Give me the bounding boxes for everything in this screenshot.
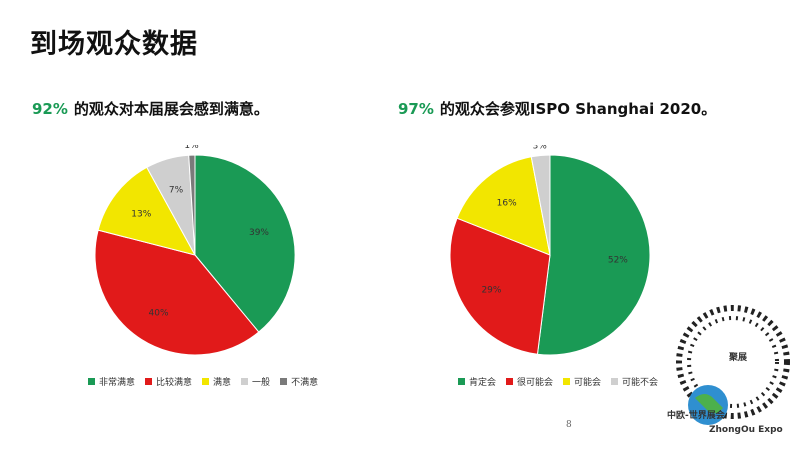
left-chart-heading-text: 的观众对本届展会感到满意。 (73, 100, 269, 118)
satisfaction-legend-swatch (88, 378, 95, 385)
watermark-line-3: ZhongOu Expo (709, 425, 783, 435)
satisfaction-slice-label: 40% (149, 308, 169, 318)
revisit-pie-chart: 52% 29% 16% 3% (449, 145, 651, 356)
watermark-line-1: 聚展 (728, 352, 747, 363)
satisfaction-slice-label: 39% (249, 228, 269, 238)
right-chart-heading-percent: 97% (398, 100, 434, 118)
satisfaction-slice-label: 13% (131, 209, 151, 219)
slide-title: 到场观众数据 (30, 29, 198, 60)
revisit-legend-swatch (563, 378, 571, 385)
satisfaction-slice (188, 154, 196, 256)
satisfaction-legend-swatch (202, 378, 210, 385)
left-chart-heading-percent: 92% (32, 100, 68, 118)
revisit-legend-swatch (611, 378, 619, 385)
revisit-slice (536, 154, 651, 356)
revisit-slice-label: 16% (497, 199, 517, 209)
revisit-legend-swatch (506, 378, 514, 385)
right-chart-heading: 97% 的观众会参观ISPO Shanghai 2020。 (398, 98, 716, 119)
revisit-legend-item: 肯定会 (458, 375, 496, 388)
revisit-legend-swatch (458, 378, 465, 385)
satisfaction-legend-label: 不满意 (291, 378, 319, 388)
globe-icon (688, 385, 728, 425)
satisfaction-legend-item: 比较满意 (145, 375, 192, 388)
satisfaction-legend: 非常满意 比较满意 满意 一般 不满意 (88, 375, 318, 388)
revisit-legend-label: 可能不会 (622, 378, 659, 388)
satisfaction-slice (194, 154, 296, 333)
revisit-legend-label: 可能会 (574, 378, 602, 388)
revisit-slice (449, 217, 551, 355)
qr-code-graphic (676, 305, 790, 419)
revisit-slice-label: 29% (481, 286, 501, 296)
satisfaction-legend-label: 一般 (252, 378, 271, 388)
satisfaction-legend-label: 比较满意 (156, 378, 193, 388)
revisit-slice (530, 154, 551, 256)
satisfaction-legend-item: 一般 (241, 375, 270, 388)
revisit-slice (456, 156, 551, 256)
revisit-slice-label: 52% (608, 255, 628, 265)
revisit-slice-label: 3% (533, 145, 548, 151)
satisfaction-legend-item: 不满意 (280, 375, 318, 388)
satisfaction-legend-swatch (280, 378, 288, 385)
revisit-legend-item: 可能会 (563, 375, 601, 388)
satisfaction-legend-swatch (241, 378, 249, 385)
satisfaction-pie-chart: 39% 40% 13% 7% 1% (94, 145, 296, 356)
satisfaction-legend-item: 满意 (202, 375, 231, 388)
satisfaction-slice-label: 7% (169, 186, 184, 196)
watermark-line-2: 中欧-世界展会 (667, 409, 726, 421)
satisfaction-legend-label: 非常满意 (99, 378, 136, 388)
right-chart-heading-text: 的观众会参观ISPO Shanghai 2020。 (439, 100, 717, 118)
page-number: 8 (566, 420, 572, 430)
satisfaction-slice-label: 1% (184, 145, 199, 151)
satisfaction-legend-label: 满意 (213, 378, 232, 388)
revisit-legend-label: 很可能会 (517, 378, 554, 388)
revisit-legend: 肯定会 很可能会 可能会 可能不会 (458, 375, 658, 388)
satisfaction-slice (97, 166, 196, 256)
zhongou-expo-watermark: 聚展 中欧-世界展会 ZhongOu Expo (667, 305, 790, 435)
satisfaction-legend-swatch (145, 378, 153, 385)
revisit-legend-label: 肯定会 (469, 378, 497, 388)
satisfaction-slice (94, 229, 260, 356)
left-chart-heading: 92% 的观众对本届展会感到满意。 (32, 98, 269, 119)
revisit-legend-item: 可能不会 (611, 375, 658, 388)
revisit-legend-item: 很可能会 (506, 375, 553, 388)
satisfaction-legend-item: 非常满意 (88, 375, 135, 388)
